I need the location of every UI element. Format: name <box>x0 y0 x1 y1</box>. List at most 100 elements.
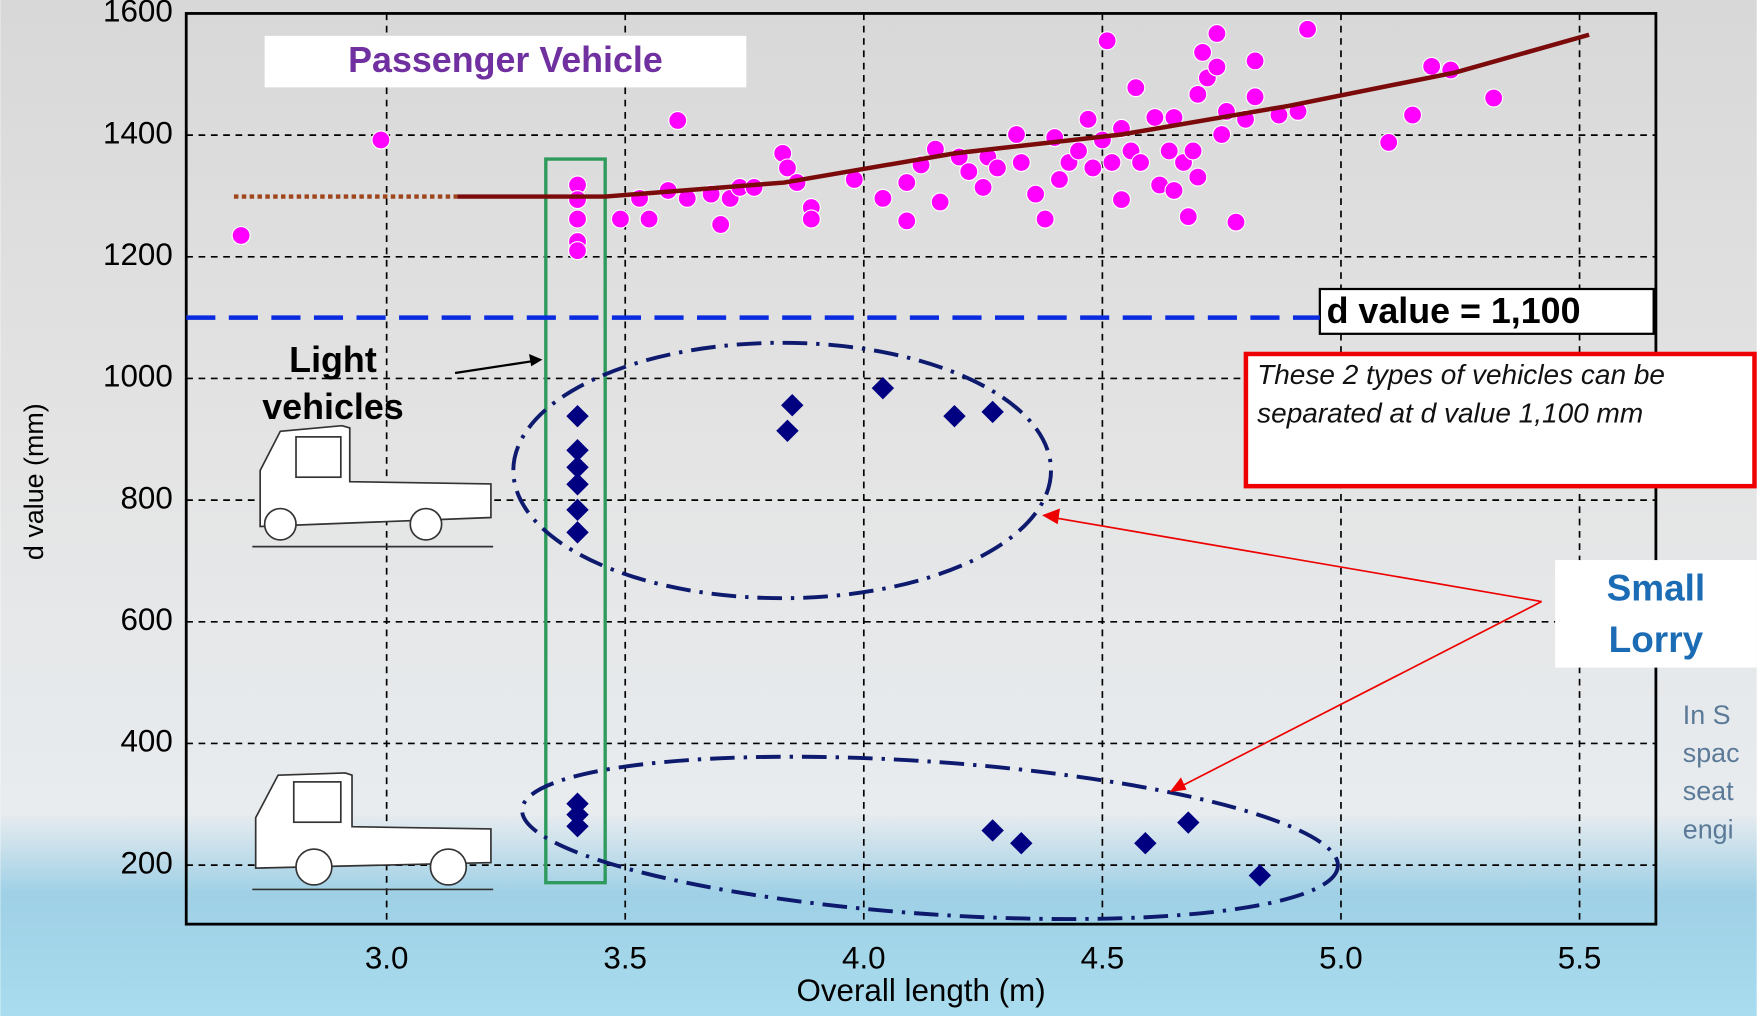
passenger-point <box>639 209 659 229</box>
light-vehicles-label: Light vehicles <box>262 339 404 427</box>
lorry-point <box>566 404 589 428</box>
passenger-point <box>801 209 821 229</box>
passenger-point <box>1188 167 1208 187</box>
passenger-point <box>873 188 893 208</box>
arrow <box>1178 600 1543 789</box>
passenger-point <box>371 130 391 150</box>
lorry-point <box>566 456 589 479</box>
truck-icon <box>252 772 494 891</box>
lorry-point <box>776 419 799 442</box>
lorry-point <box>566 473 589 496</box>
lorry-point <box>943 404 966 428</box>
passenger-point <box>1379 132 1399 152</box>
lorry-point <box>1134 832 1157 855</box>
side-text: engi <box>1683 814 1734 844</box>
passenger-point <box>1183 141 1203 161</box>
lorry-point <box>1248 864 1272 887</box>
passenger-point <box>959 162 979 182</box>
x-tick-label: 4.5 <box>1081 940 1125 975</box>
passenger-point <box>1078 109 1098 129</box>
lorry-point <box>566 498 589 522</box>
lorry-point <box>566 439 589 462</box>
x-tick-label: 5.0 <box>1319 940 1363 975</box>
trend-line <box>457 32 1590 199</box>
lorry-label: Small Lorry <box>1606 566 1706 660</box>
passenger-point <box>231 225 251 246</box>
passenger-point <box>1298 19 1318 39</box>
passenger-point <box>1069 141 1089 161</box>
passenger-point <box>1111 190 1131 210</box>
y-tick-label: 1400 <box>103 115 173 150</box>
passenger-point <box>1035 209 1055 229</box>
passenger-point <box>1049 170 1069 190</box>
y-tick-label: 400 <box>120 724 172 759</box>
passenger-point <box>987 158 1007 178</box>
lorry-point <box>566 803 589 826</box>
lorry-point <box>1010 832 1033 855</box>
lorry-point <box>566 814 589 838</box>
lorry-point <box>566 521 589 544</box>
title-box <box>264 35 747 88</box>
note-text: These 2 types of vehicles can be separat… <box>1257 359 1665 430</box>
passenger-point <box>567 241 588 261</box>
passenger-point <box>610 209 630 229</box>
y-tick-label: 600 <box>120 602 172 637</box>
passenger-point <box>1083 158 1103 178</box>
arrow <box>454 359 536 375</box>
passenger-point <box>1159 141 1179 161</box>
group-ellipse <box>511 340 1053 601</box>
side-text: In S <box>1683 700 1731 730</box>
arrow-head <box>529 353 543 367</box>
passenger-point <box>567 209 588 229</box>
passenger-point <box>1245 51 1265 71</box>
passenger-point <box>897 173 917 193</box>
light-vehicles-text: Light vehicles <box>262 339 404 427</box>
threshold-label: d value = 1,100 <box>1327 291 1581 331</box>
passenger-point <box>567 190 588 210</box>
passenger-point <box>777 158 797 178</box>
arrow-head <box>1169 777 1187 792</box>
group-ellipse <box>520 754 1340 922</box>
passenger-point <box>1102 152 1122 173</box>
passenger-point <box>897 211 917 231</box>
passenger-point <box>1193 42 1213 62</box>
y-tick-label: 1000 <box>103 359 173 394</box>
lorry-point <box>981 400 1004 424</box>
passenger-point <box>1212 124 1232 145</box>
passenger-point <box>1131 152 1151 173</box>
x-tick-label: 5.5 <box>1558 940 1602 975</box>
series-name: Small Lorry <box>1606 566 1706 660</box>
truck-icon <box>252 424 494 548</box>
note: These 2 types of vehicles can be separat… <box>1257 359 1665 430</box>
y-axis-label: d value (mm) <box>19 403 49 560</box>
passenger-point <box>1422 56 1442 76</box>
passenger-point <box>1026 184 1046 204</box>
y-tick-label: 200 <box>120 845 172 880</box>
lorry-point <box>781 394 804 417</box>
threshold-label-box <box>1318 287 1655 335</box>
light-vehicle-box <box>544 157 607 885</box>
passenger-point <box>1207 57 1227 77</box>
passenger-point <box>1188 84 1208 104</box>
series-name: Passenger Vehicle <box>348 40 663 80</box>
passenger-point <box>1226 212 1246 232</box>
passenger-point <box>1484 88 1504 108</box>
passenger-point <box>1403 105 1423 125</box>
passenger-point <box>1245 87 1265 107</box>
arrow <box>1053 516 1542 603</box>
x-tick-label: 3.5 <box>603 940 647 975</box>
passenger-point <box>1164 180 1184 200</box>
x-tick-label: 3.0 <box>365 940 409 975</box>
passenger-point <box>711 215 731 235</box>
side-text: spac <box>1683 738 1740 768</box>
y-tick-label: 1200 <box>103 237 173 272</box>
side-text: seat <box>1683 776 1734 806</box>
passenger-point <box>668 110 688 131</box>
y-tick-label: 1600 <box>103 0 173 29</box>
passenger-point <box>1207 23 1227 44</box>
passenger-point <box>1126 78 1146 98</box>
lorry-point <box>871 376 895 400</box>
x-tick-label: 4.0 <box>842 940 886 975</box>
passenger-point <box>1006 124 1027 145</box>
